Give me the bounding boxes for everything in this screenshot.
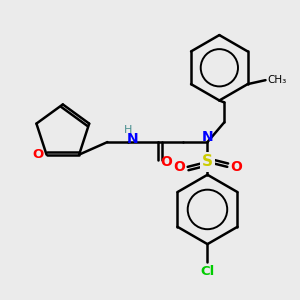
Text: O: O: [32, 148, 44, 161]
Text: Cl: Cl: [200, 265, 214, 278]
Text: N: N: [126, 132, 138, 146]
Text: O: O: [173, 160, 185, 174]
Text: O: O: [230, 160, 242, 174]
Text: H: H: [124, 125, 132, 135]
Text: O: O: [160, 155, 172, 169]
Text: CH₃: CH₃: [268, 75, 287, 85]
Text: N: N: [202, 130, 213, 144]
Text: S: S: [202, 154, 213, 169]
